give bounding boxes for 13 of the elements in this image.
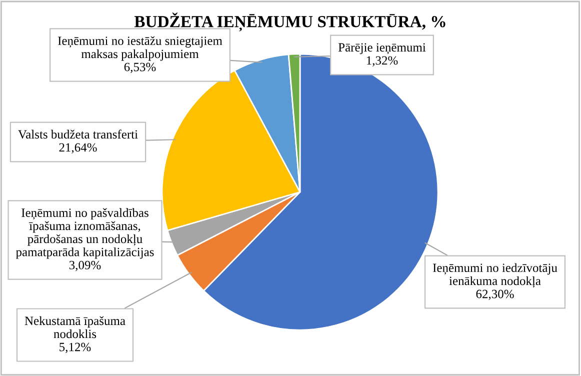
slice-label: Valsts budžeta transferti (18, 130, 138, 139)
slice-label: Nekustamā īpašuma nodoklis (24, 316, 126, 338)
chart-title: BUDŽETA IEŅĒMUMU STRUKTŪRA, % (134, 12, 446, 32)
data-label: 5,12% (60, 342, 91, 354)
data-label: 6,53% (124, 62, 156, 74)
slice-label: Ieņēmumi no iestāžu sniegtajiem maksas pakalpojumiem (58, 36, 222, 61)
data-label: 3,09% (69, 260, 101, 272)
data-label: 1,32% (366, 56, 398, 66)
data-label: 62,30% (476, 290, 514, 300)
slice-label: Ieņēmumi no iedzīvotāju ienākuma nodokļa (432, 263, 558, 288)
slice-label: Pārējie ieņēmumi (338, 43, 426, 54)
slice-label: Ieņēmumi no pašvaldības īpašuma iznomāšanas, pārdošanas un nodokļu pamatparāda kapitalizācijas (16, 208, 154, 259)
data-label: 21,64% (59, 143, 97, 154)
